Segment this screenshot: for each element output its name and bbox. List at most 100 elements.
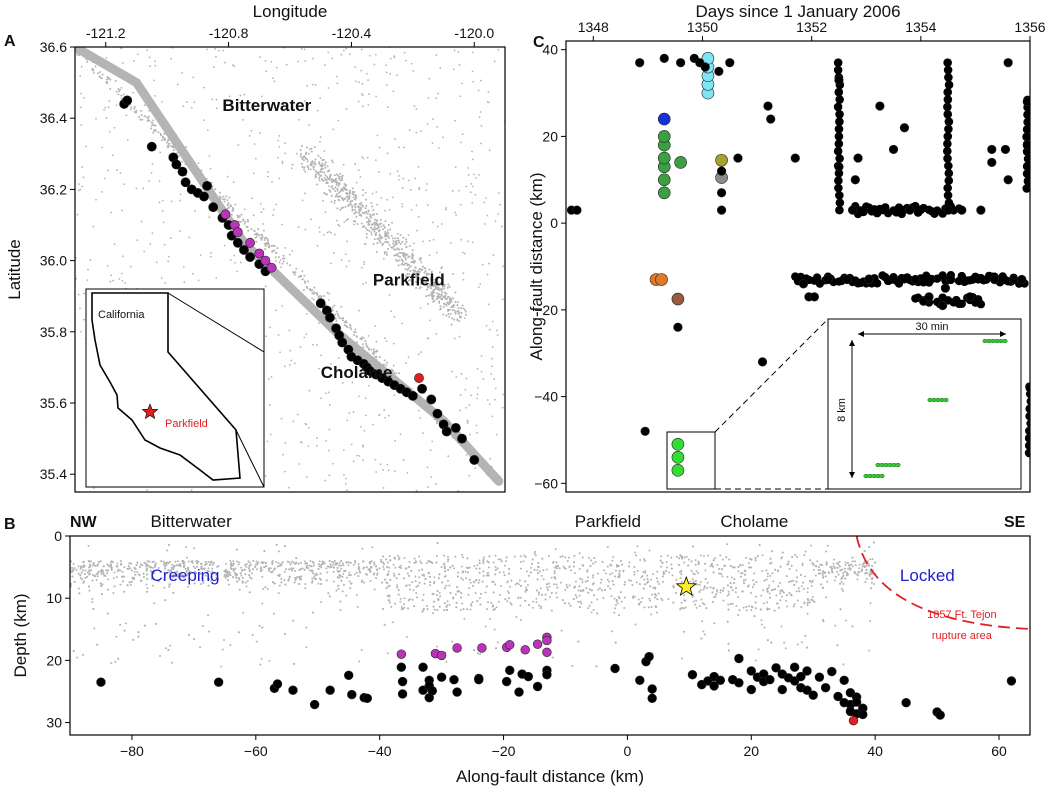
background-event [488,262,490,265]
background-event [447,313,450,316]
background-event [339,172,342,175]
background-event [130,569,133,572]
background-event [286,262,289,265]
background-event [139,579,142,582]
background-event [560,629,563,632]
background-event [479,111,482,113]
background-event [329,563,332,566]
background-event [241,576,244,579]
background-event [438,573,441,576]
background-event [478,579,481,582]
background-event [694,559,697,562]
background-event [433,299,436,302]
background-event [244,573,247,576]
background-event [373,563,376,566]
background-event [399,597,402,600]
background-event [175,564,178,567]
background-event [385,587,388,590]
background-event [355,215,358,218]
background-event [72,649,75,652]
background-event [438,419,441,422]
background-event [262,208,265,210]
background-event [110,568,113,571]
background-event [78,183,80,186]
background-event [539,607,542,610]
background-event [344,205,347,208]
background-event [495,433,498,436]
background-event [328,292,331,295]
background-event [420,283,423,286]
background-event [278,574,281,577]
background-event [308,569,311,572]
background-event [360,214,363,217]
background-event [378,567,381,570]
background-event [865,577,868,580]
background-event [318,231,321,233]
background-event [107,169,109,172]
background-event [550,576,553,579]
background-event [218,198,221,201]
background-event [231,210,234,213]
background-event [347,564,350,567]
background-event [681,606,684,609]
background-event [451,190,454,192]
background-event [842,663,845,666]
background-event [811,599,814,602]
background-event [355,594,358,597]
background-event [255,560,258,563]
background-event [768,596,771,599]
background-event [389,228,392,231]
tremor-point [407,390,418,401]
background-event [358,210,361,213]
tremor-point [397,676,408,687]
background-event [333,199,336,202]
background-event [501,406,504,409]
background-event [461,304,464,307]
background-event [338,562,341,565]
background-event [248,591,251,594]
tremor-point [943,139,952,149]
background-event [312,290,315,293]
background-event [271,77,274,80]
background-event [591,576,594,579]
background-event [766,601,769,604]
background-event [464,570,467,573]
tremor-point [254,248,265,259]
background-event [375,471,378,473]
background-event [430,284,433,287]
background-event [223,200,226,203]
background-event [499,475,502,478]
background-event [362,560,365,563]
background-event [163,243,166,246]
background-event [169,145,172,148]
background-event [567,556,570,559]
background-event [496,334,499,337]
background-event [459,316,462,319]
background-event [758,544,761,547]
background-event [379,241,382,244]
background-event [397,239,400,242]
background-event [660,555,663,558]
background-event [349,587,352,590]
background-event [559,556,562,559]
background-event [829,566,832,569]
background-event [408,279,411,282]
background-event [233,65,236,68]
background-event [566,586,569,589]
background-event [314,574,317,577]
background-event [374,355,377,358]
x-tick-label: -120.4 [332,25,372,41]
background-event [109,564,112,567]
background-event [161,199,164,202]
background-event [177,564,180,567]
background-event [431,295,434,298]
background-event [285,63,288,66]
background-event [459,95,462,98]
background-event [290,567,293,570]
background-event [223,244,226,247]
background-event [361,266,363,269]
background-event [323,64,326,67]
background-event [133,110,136,113]
background-event [258,234,261,237]
background-event [488,328,491,331]
